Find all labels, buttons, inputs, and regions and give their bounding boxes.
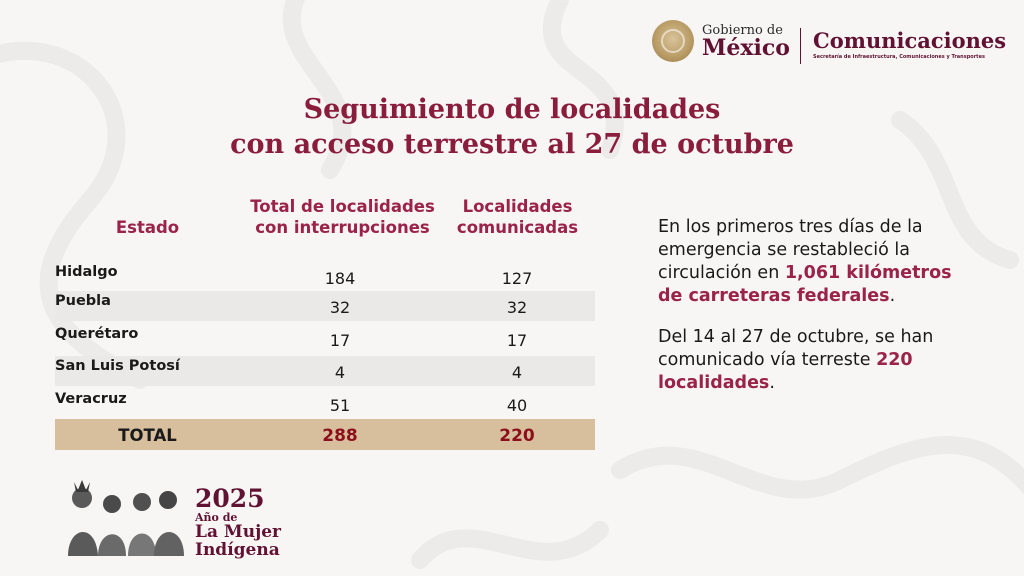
title-line-2: con acceso terrestre al 27 de octubre	[230, 129, 794, 160]
header-localidades-comunicadas: Localidades comunicadas	[440, 196, 595, 238]
header-total-line-1: Total de localidades	[250, 197, 435, 216]
gobierno-de-mexico-logo: Gobierno de México	[652, 20, 790, 62]
total-label: TOTAL	[118, 426, 177, 445]
header-comunicadas-line-1: Localidades	[462, 197, 573, 216]
banner-ano-de: Año de	[195, 511, 238, 524]
logo-divider	[800, 28, 801, 64]
comunicadas-value: 32	[506, 298, 528, 317]
info-paragraph-2: Del 14 al 27 de octubre, se han comunica…	[658, 326, 978, 395]
header-total-interrupciones: Total de localidades con interrupciones	[235, 196, 450, 238]
national-seal-icon	[652, 20, 694, 62]
indigenous-women-illustration	[68, 480, 184, 556]
total-value: 17	[329, 331, 351, 350]
table-row: Veracruz 51 40	[55, 389, 595, 419]
table-total-row: TOTAL 288 220	[55, 419, 595, 450]
gobierno-label: Gobierno de	[702, 22, 783, 38]
total-sum-value: 288	[322, 426, 358, 446]
table-row: San Luis Potosí 4 4	[55, 356, 595, 386]
table-row: Querétaro 17 17	[55, 324, 595, 354]
total-value: 32	[329, 298, 351, 317]
info-paragraph-1: En los primeros tres días de la emergenc…	[658, 216, 978, 308]
mexico-label: México	[702, 34, 790, 61]
banner-year: 2025	[195, 484, 265, 513]
header-total-line-2: con interrupciones	[255, 218, 430, 237]
comunicadas-value: 127	[501, 269, 533, 288]
header-estado: Estado	[115, 218, 180, 237]
total-value: 4	[334, 363, 346, 382]
total-value: 184	[324, 269, 356, 288]
state-name: Puebla	[55, 293, 111, 309]
page-title: Seguimiento de localidades con acceso te…	[0, 92, 1024, 162]
state-name: Querétaro	[55, 326, 139, 342]
comunicaciones-title: Comunicaciones	[813, 28, 1007, 53]
banner-indigena: Indígena	[195, 540, 280, 560]
comunicaciones-subtitle: Secretaría de Infraestructura, Comunicac…	[813, 54, 985, 60]
info-2-highlight: 220 localidades	[658, 350, 913, 393]
banner-la-mujer: La Mujer	[195, 522, 281, 542]
info-2-text: Del 14 al 27 de octubre, se han comunica…	[658, 327, 934, 370]
header-comunicadas-line-2: comunicadas	[456, 218, 579, 237]
state-name: Veracruz	[55, 391, 127, 407]
total-value: 51	[329, 396, 351, 415]
info-1-end: .	[889, 286, 896, 306]
info-1-highlight: 1,061 kilómetros de carreteras federales	[658, 263, 952, 306]
comunicaciones-logo: Comunicaciones Secretaría de Infraestruc…	[813, 30, 1006, 60]
title-line-1: Seguimiento de localidades	[303, 94, 721, 125]
table-row: Hidalgo 184 127	[55, 262, 595, 292]
state-name: Hidalgo	[55, 264, 118, 280]
comunicadas-value: 17	[506, 331, 528, 350]
info-1-text: En los primeros tres días de la emergenc…	[658, 217, 923, 283]
ano-mujer-indigena-banner: 2025 Año de La Mujer Indígena	[195, 486, 281, 559]
info-2-end: .	[769, 373, 775, 393]
comunicadas-value: 40	[506, 396, 528, 415]
state-name: San Luis Potosí	[55, 358, 180, 374]
comunicadas-value: 4	[511, 363, 523, 382]
table-row: Puebla 32 32	[55, 291, 595, 321]
comunicadas-sum-value: 220	[499, 426, 535, 446]
